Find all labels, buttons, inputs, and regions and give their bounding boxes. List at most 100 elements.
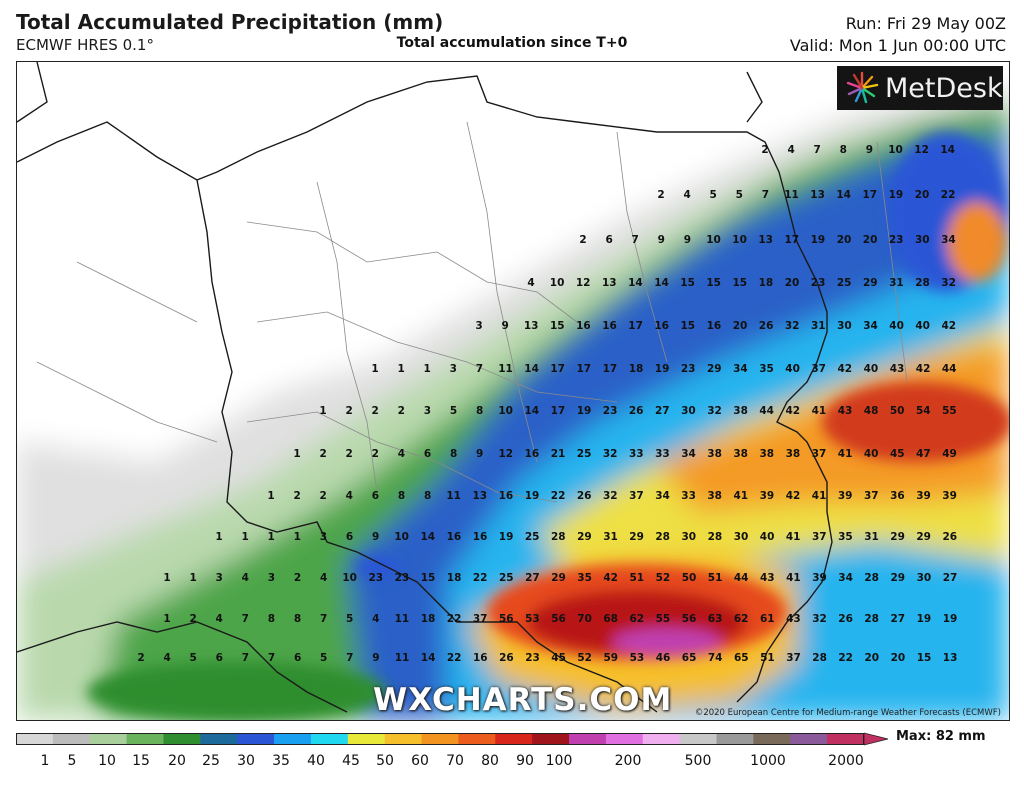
grid-value: 40 — [785, 363, 800, 375]
grid-value: 38 — [707, 490, 722, 502]
watermark: WXCHARTS.COM — [373, 682, 673, 718]
grid-value: 37 — [629, 490, 644, 502]
grid-value: 2 — [293, 572, 302, 584]
colorbar-segment — [716, 733, 754, 745]
grid-value: 9 — [865, 144, 874, 156]
grid-value: 1 — [293, 531, 301, 543]
colorbar-segment — [421, 733, 460, 745]
grid-value: 16 — [576, 320, 591, 332]
model-label: ECMWF HRES 0.1° — [16, 36, 154, 54]
colorbar-segment — [790, 733, 828, 745]
grid-value: 37 — [811, 448, 827, 460]
grid-value: 61 — [759, 613, 775, 625]
colorbar-segment — [89, 733, 128, 745]
grid-value: 55 — [655, 613, 671, 625]
grid-value: 43 — [759, 572, 775, 584]
grid-value: 2 — [345, 405, 353, 417]
grid-value: 53 — [629, 652, 645, 664]
grid-value: 52 — [577, 652, 592, 664]
grid-value: 28 — [655, 531, 670, 543]
grid-value: 14 — [836, 189, 851, 201]
precipitation-field — [17, 62, 1009, 720]
grid-value: 8 — [423, 490, 432, 502]
grid-value: 9 — [657, 234, 665, 246]
colorbar-segment — [347, 733, 386, 745]
grid-value: 35 — [759, 363, 774, 375]
grid-value: 22 — [472, 572, 488, 584]
grid-value: 34 — [941, 234, 956, 246]
grid-value: 37 — [811, 531, 827, 543]
grid-value: 12 — [498, 448, 514, 460]
grid-value: 17 — [550, 405, 566, 417]
grid-value: 17 — [784, 234, 800, 246]
grid-value: 1 — [423, 363, 431, 375]
grid-value: 8 — [293, 613, 302, 625]
grid-value: 12 — [575, 277, 591, 289]
grid-value: 28 — [707, 531, 723, 543]
grid-value: 6 — [605, 234, 613, 246]
grid-value: 44 — [941, 363, 957, 375]
grid-value: 26 — [838, 613, 853, 625]
grid-value: 26 — [576, 490, 592, 502]
grid-value: 56 — [498, 613, 514, 625]
grid-value: 4 — [319, 572, 328, 584]
grid-value: 55 — [942, 405, 957, 417]
grid-value: 40 — [889, 320, 904, 332]
grid-value: 5 — [709, 189, 717, 201]
grid-value: 23 — [888, 234, 904, 246]
grid-value: 20 — [890, 652, 906, 664]
grid-value: 39 — [812, 572, 827, 584]
grid-value: 17 — [602, 363, 618, 375]
grid-value: 15 — [680, 320, 696, 332]
colorbar-tick-label: 40 — [307, 753, 325, 769]
grid-value: 10 — [732, 234, 747, 246]
colorbar-segment — [384, 733, 423, 745]
grid-value: 32 — [784, 320, 800, 332]
grid-value: 39 — [837, 490, 853, 502]
grid-value: 14 — [420, 652, 436, 664]
colorbar-tick-label: 45 — [342, 753, 360, 769]
grid-value: 42 — [837, 363, 853, 375]
grid-value: 50 — [889, 405, 905, 417]
grid-value: 41 — [786, 572, 801, 584]
grid-value: 16 — [498, 490, 514, 502]
grid-value: 30 — [681, 405, 696, 417]
colorbar-tick-label: 5 — [67, 753, 77, 769]
grid-value: 28 — [864, 613, 879, 625]
grid-value: 19 — [654, 363, 670, 375]
grid-value: 28 — [915, 277, 930, 289]
grid-value: 50 — [681, 572, 697, 584]
grid-value: 4 — [397, 448, 406, 460]
grid-value: 38 — [733, 405, 748, 417]
grid-value: 41 — [785, 531, 801, 543]
grid-value: 2 — [345, 448, 353, 460]
grid-value: 15 — [706, 277, 721, 289]
grid-value: 11 — [446, 490, 461, 502]
grid-value: 22 — [838, 652, 853, 664]
grid-value: 53 — [525, 613, 540, 625]
colorbar-tick-label: 80 — [481, 753, 499, 769]
grid-value: 18 — [628, 363, 644, 375]
grid-value: 10 — [342, 572, 357, 584]
grid-value: 1 — [215, 531, 223, 543]
colorbar-arrow-icon — [864, 732, 889, 746]
grid-value: 51 — [629, 572, 645, 584]
grid-value: 32 — [941, 277, 956, 289]
grid-value: 10 — [888, 144, 903, 156]
colorbar-tick-label: 35 — [272, 753, 290, 769]
colorbar-segment — [753, 733, 791, 745]
grid-value: 28 — [812, 652, 827, 664]
grid-value: 12 — [914, 144, 929, 156]
grid-value: 4 — [163, 652, 171, 664]
grid-value: 3 — [475, 320, 483, 332]
grid-value: 40 — [863, 448, 879, 460]
grid-value: 20 — [784, 277, 800, 289]
grid-value: 7 — [761, 189, 770, 201]
grid-value: 9 — [371, 531, 380, 543]
grid-value: 10 — [549, 277, 565, 289]
grid-value: 41 — [733, 490, 749, 502]
grid-value: 40 — [863, 363, 879, 375]
grid-value: 28 — [550, 531, 566, 543]
grid-value: 38 — [759, 448, 775, 460]
grid-value: 14 — [654, 277, 669, 289]
